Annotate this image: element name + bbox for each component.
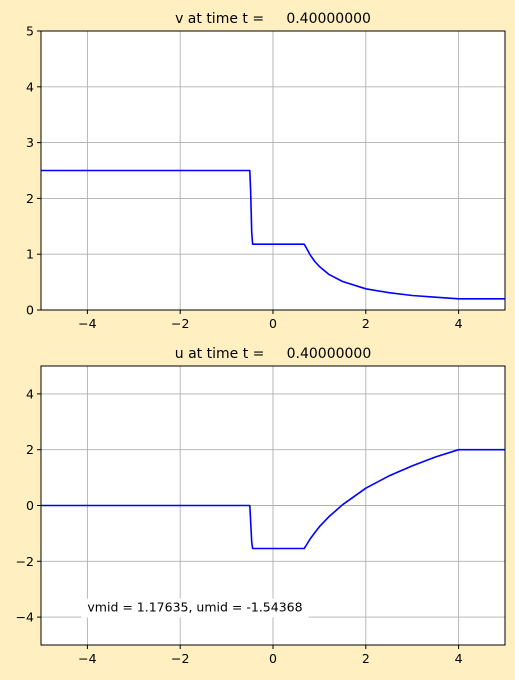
u-xtick-label: −4 bbox=[78, 651, 96, 666]
v-ytick-label: 2 bbox=[26, 191, 34, 206]
u-series bbox=[41, 448, 505, 550]
u-ytick-label: 2 bbox=[26, 442, 34, 457]
u-ytick-label: −4 bbox=[16, 610, 34, 625]
u-series-line bbox=[41, 448, 505, 550]
v-panel: −4 −2 0 2 4 0 1 2 3 4 5 v at time t = 0.40000000 bbox=[26, 11, 506, 332]
u-grid bbox=[41, 366, 505, 645]
v-ytick-label: 0 bbox=[26, 303, 34, 318]
v-ytick-label: 3 bbox=[26, 135, 34, 150]
u-xtick-label: 4 bbox=[455, 651, 463, 666]
v-series-line bbox=[41, 169, 505, 300]
v-chart-title: v at time t = 0.40000000 bbox=[175, 11, 371, 27]
v-xtick-label: 4 bbox=[455, 316, 463, 331]
u-xtick-label: 0 bbox=[269, 651, 277, 666]
u-ticks: −4 −2 0 2 4 −4 −2 0 2 4 bbox=[16, 386, 463, 666]
v-ytick-label: 5 bbox=[26, 24, 34, 39]
v-ticks: −4 −2 0 2 4 0 1 2 3 4 5 bbox=[26, 24, 463, 332]
v-xtick-label: −2 bbox=[171, 316, 189, 331]
u-ytick-label: 4 bbox=[26, 386, 34, 401]
u-ytick-label: 0 bbox=[26, 498, 34, 513]
annotation-text: vmid = 1.17635, umid = -1.54368 bbox=[87, 600, 302, 615]
v-series bbox=[41, 169, 505, 300]
u-chart-title: u at time t = 0.40000000 bbox=[175, 346, 371, 362]
u-xtick-label: −2 bbox=[171, 651, 189, 666]
v-xtick-label: −4 bbox=[78, 316, 96, 331]
u-panel: −4 −2 0 2 4 −4 −2 0 2 4 vmid = 1.17635, umid = -1… bbox=[16, 346, 506, 666]
v-ytick-label: 4 bbox=[26, 79, 34, 94]
v-xtick-label: 2 bbox=[362, 316, 370, 331]
u-ytick-label: −2 bbox=[16, 554, 34, 569]
v-ytick-label: 1 bbox=[26, 247, 34, 262]
annotation-box bbox=[81, 598, 309, 618]
v-xtick-label: 0 bbox=[269, 316, 277, 331]
u-xtick-label: 2 bbox=[362, 651, 370, 666]
